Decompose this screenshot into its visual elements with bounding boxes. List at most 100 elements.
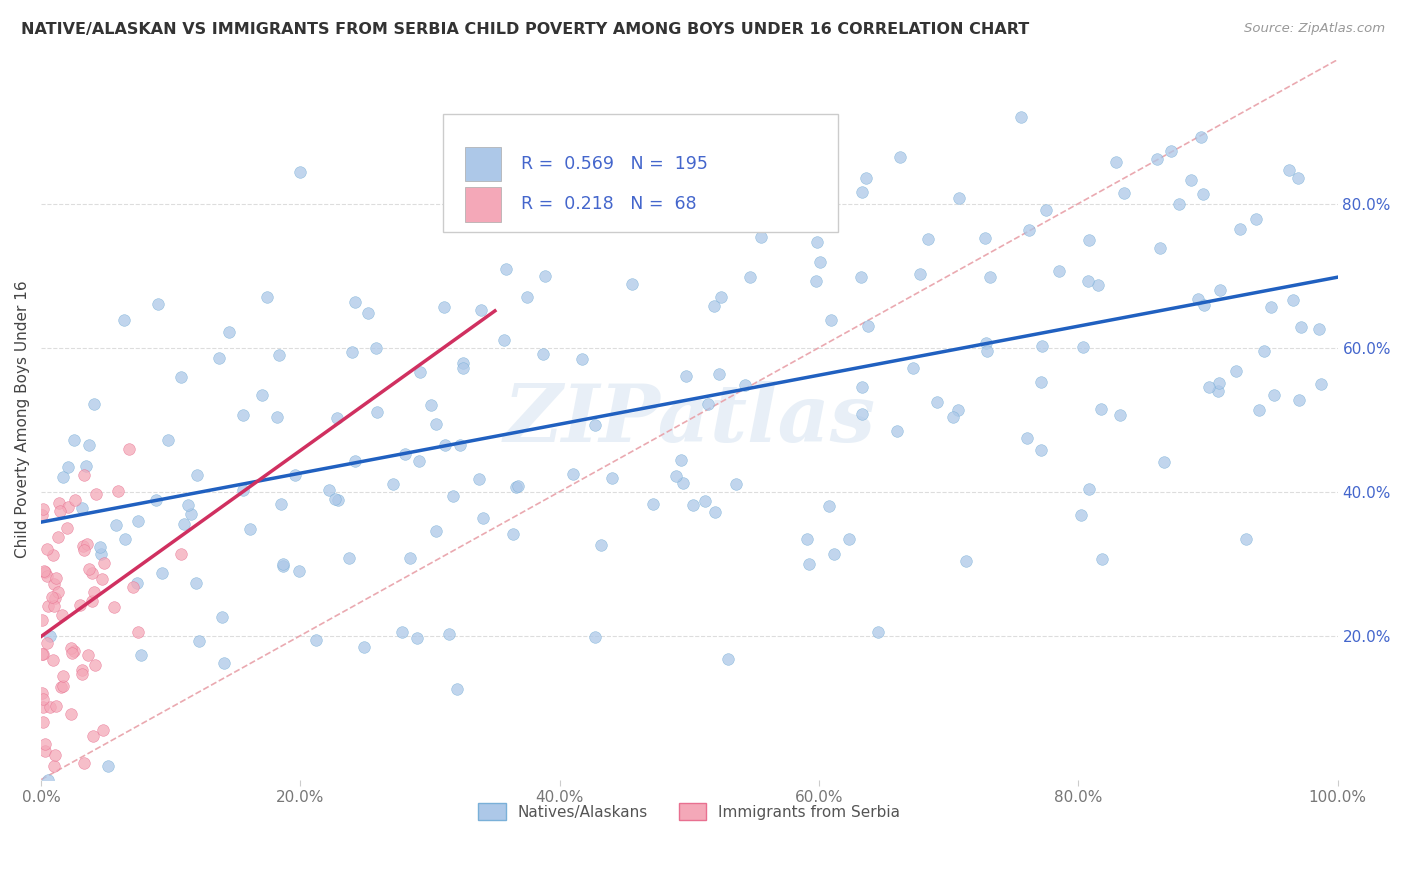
- Point: [1288, 393, 1310, 408]
- Point: [32, 692, 55, 706]
- Point: [173, 516, 195, 531]
- Point: [531, 346, 554, 360]
- Point: [270, 496, 292, 510]
- Point: [356, 306, 378, 320]
- Point: [46, 585, 69, 599]
- Point: [72, 540, 94, 554]
- Point: [218, 325, 240, 339]
- Point: [1091, 552, 1114, 566]
- Point: [75, 459, 97, 474]
- Point: [56, 500, 79, 514]
- Point: [823, 547, 845, 561]
- Point: [211, 610, 233, 624]
- Point: [31, 686, 53, 700]
- Point: [188, 633, 211, 648]
- Point: [82, 593, 104, 607]
- Point: [621, 277, 644, 292]
- Point: [37, 599, 59, 613]
- Point: [114, 532, 136, 546]
- Point: [437, 627, 460, 641]
- Point: [31, 613, 53, 627]
- Point: [256, 290, 278, 304]
- Point: [451, 361, 474, 376]
- Point: [325, 411, 347, 425]
- Text: NATIVE/ALASKAN VS IMMIGRANTS FROM SERBIA CHILD POVERTY AMONG BOYS UNDER 16 CORRE: NATIVE/ALASKAN VS IMMIGRANTS FROM SERBIA…: [21, 22, 1029, 37]
- Point: [1289, 319, 1312, 334]
- Point: [266, 409, 288, 424]
- Point: [51, 608, 73, 623]
- Point: [76, 537, 98, 551]
- Point: [271, 559, 294, 574]
- Point: [458, 169, 481, 184]
- Point: [83, 397, 105, 411]
- Y-axis label: Child Poverty Among Boys Under 16: Child Poverty Among Boys Under 16: [15, 281, 30, 558]
- Point: [1047, 264, 1070, 278]
- Point: [186, 575, 208, 590]
- Point: [571, 352, 593, 367]
- Point: [343, 294, 366, 309]
- Point: [516, 290, 538, 304]
- Point: [925, 395, 948, 409]
- Point: [51, 680, 73, 694]
- Point: [682, 498, 704, 512]
- Point: [37, 772, 59, 787]
- Point: [976, 344, 998, 359]
- Point: [129, 648, 152, 662]
- Point: [849, 269, 872, 284]
- Point: [86, 486, 108, 500]
- Point: [70, 667, 93, 681]
- Point: [267, 348, 290, 362]
- Point: [866, 625, 889, 640]
- Point: [48, 496, 70, 510]
- Point: [1029, 375, 1052, 389]
- Point: [1010, 110, 1032, 124]
- Point: [70, 500, 93, 515]
- Point: [1153, 455, 1175, 469]
- Point: [60, 646, 83, 660]
- Point: [502, 527, 524, 541]
- Point: [1236, 532, 1258, 546]
- Point: [180, 507, 202, 521]
- Point: [810, 255, 832, 269]
- Point: [643, 497, 665, 511]
- Point: [107, 483, 129, 498]
- Point: [364, 341, 387, 355]
- Point: [59, 706, 82, 721]
- Point: [1209, 283, 1232, 297]
- Point: [146, 296, 169, 310]
- Point: [758, 192, 780, 206]
- Point: [37, 636, 59, 650]
- Point: [122, 581, 145, 595]
- Point: [901, 361, 924, 376]
- Point: [730, 114, 752, 128]
- Point: [145, 493, 167, 508]
- Point: [32, 564, 55, 578]
- Point: [42, 577, 65, 591]
- Point: [974, 336, 997, 351]
- Point: [63, 434, 86, 448]
- Point: [1029, 443, 1052, 458]
- Point: [734, 378, 756, 392]
- Point: [1180, 173, 1202, 187]
- Point: [672, 476, 695, 491]
- Point: [127, 624, 149, 639]
- Point: [675, 368, 697, 383]
- Point: [59, 640, 82, 655]
- Point: [1278, 163, 1301, 178]
- Point: [946, 403, 969, 417]
- Point: [1208, 376, 1230, 391]
- Point: [39, 629, 62, 643]
- Point: [170, 547, 193, 561]
- Point: [1282, 293, 1305, 308]
- Point: [1160, 144, 1182, 158]
- Point: [409, 365, 432, 379]
- Point: [1187, 292, 1209, 306]
- Point: [1192, 187, 1215, 202]
- Point: [31, 647, 53, 661]
- Point: [851, 407, 873, 421]
- Point: [1260, 300, 1282, 314]
- Point: [35, 541, 58, 556]
- Point: [1167, 197, 1189, 211]
- Point: [717, 652, 740, 666]
- Point: [343, 454, 366, 468]
